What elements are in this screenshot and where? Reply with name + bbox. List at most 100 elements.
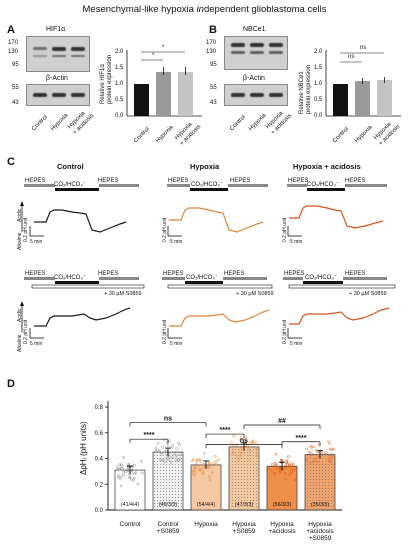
data-point — [233, 452, 236, 455]
data-point — [248, 450, 252, 453]
data-point — [231, 449, 235, 453]
blot-b-nbce1-label: NBCe1 — [243, 26, 266, 33]
mw-label: 170 — [206, 40, 217, 46]
sig-marker: * — [152, 53, 155, 59]
data-point — [331, 447, 335, 451]
x-category-sublabel: +acidosis — [306, 528, 334, 535]
data-point — [305, 458, 309, 462]
data-point — [172, 452, 176, 456]
data-point — [311, 460, 315, 464]
data-point — [197, 465, 200, 469]
x-label: Hypoxia — [354, 124, 374, 145]
co2-label: CO₂/HCO₃⁻ — [191, 182, 223, 188]
bar-control — [134, 84, 149, 116]
mw-label: 43 — [12, 100, 19, 106]
data-point — [292, 463, 295, 466]
data-point — [230, 441, 234, 444]
data-point — [285, 459, 289, 462]
data-point — [164, 460, 167, 464]
data-point — [331, 453, 334, 457]
data-point — [307, 450, 311, 454]
data-point — [235, 455, 239, 458]
data-point — [160, 458, 164, 462]
data-point — [251, 441, 255, 445]
western-blot-hif1a — [26, 36, 90, 72]
data-point — [165, 449, 168, 453]
x-category-label: Hypoxia — [308, 521, 332, 528]
data-point — [118, 463, 122, 467]
bar-hatch — [229, 446, 259, 510]
data-point — [128, 475, 132, 479]
data-point — [191, 469, 195, 473]
mw-label: 170 — [8, 40, 19, 46]
data-point — [286, 463, 290, 467]
sig-marker: ns — [348, 54, 355, 60]
s0859-label: + 30 µM S0859 — [236, 291, 274, 297]
data-point — [238, 438, 242, 442]
lane-label: Hypoxia — [248, 112, 268, 133]
data-point — [168, 455, 171, 459]
solution-bars — [167, 184, 268, 191]
data-point — [191, 469, 194, 473]
n-label: (46/3/3) — [159, 502, 177, 508]
sig-marker: ns — [360, 45, 367, 51]
data-point — [239, 445, 243, 449]
chart-b-ylabel: Relative NBCe1 — [299, 71, 305, 114]
data-point — [193, 466, 197, 469]
tick-label: 0.0 — [314, 113, 323, 119]
data-point — [309, 461, 313, 465]
data-point — [326, 440, 330, 444]
data-point — [289, 467, 293, 471]
data-point — [207, 463, 210, 466]
panel-label-d: D — [7, 378, 15, 390]
data-point — [122, 470, 126, 474]
data-point — [201, 471, 205, 474]
data-point — [115, 468, 119, 471]
data-point — [254, 441, 258, 445]
data-point — [287, 455, 290, 459]
data-point — [130, 477, 133, 481]
data-point — [175, 454, 178, 457]
blot-b-actin-label: β-Actin — [243, 75, 265, 82]
data-point — [154, 448, 158, 452]
s0859-label: + 30 µM S0859 — [349, 291, 387, 297]
data-point — [175, 447, 179, 450]
data-point — [140, 471, 144, 475]
data-point — [281, 468, 284, 472]
data-point — [132, 463, 136, 467]
data-point — [119, 484, 123, 488]
trace-control-s0859 — [20, 301, 131, 339]
data-point — [308, 453, 312, 457]
data-point — [169, 460, 173, 464]
mw-label: 55 — [210, 85, 217, 91]
data-point — [207, 475, 211, 478]
data-point — [274, 463, 278, 467]
hepes-label: HEPES — [288, 178, 309, 184]
western-blot-actin — [26, 84, 90, 106]
col-title-hypoxia-acidosis: Hypoxia + acidosis — [293, 162, 361, 171]
lane-label: Control — [31, 114, 49, 133]
x-label: Hypoxia — [155, 124, 175, 145]
co2-label: CO₂/HCO₃⁻ — [54, 275, 86, 281]
co2-label: CO₂/HCO₃⁻ — [186, 275, 218, 281]
data-point — [239, 452, 243, 456]
sig-marker: * — [162, 45, 165, 51]
scale-h-label: 5 min — [170, 341, 183, 347]
data-point — [199, 468, 202, 472]
y-tick-label: 0.0 — [95, 508, 104, 514]
mw-label: 130 — [206, 49, 217, 55]
data-point — [122, 473, 125, 476]
x-category-sublabel: +S0859 — [233, 528, 256, 535]
data-point — [201, 472, 205, 476]
hepes-label: HEPES — [25, 271, 46, 277]
data-point — [171, 443, 174, 447]
scale-h-label: 5 min — [290, 341, 303, 347]
n-label: (56/3/3) — [273, 502, 291, 508]
mw-label: 43 — [210, 100, 217, 106]
sig-label: ## — [278, 418, 286, 425]
data-point — [239, 436, 243, 439]
data-point — [167, 458, 171, 461]
tick-label: 0.5 — [115, 97, 124, 103]
solution-bars — [287, 184, 387, 191]
tick-label: 1.0 — [314, 81, 323, 87]
